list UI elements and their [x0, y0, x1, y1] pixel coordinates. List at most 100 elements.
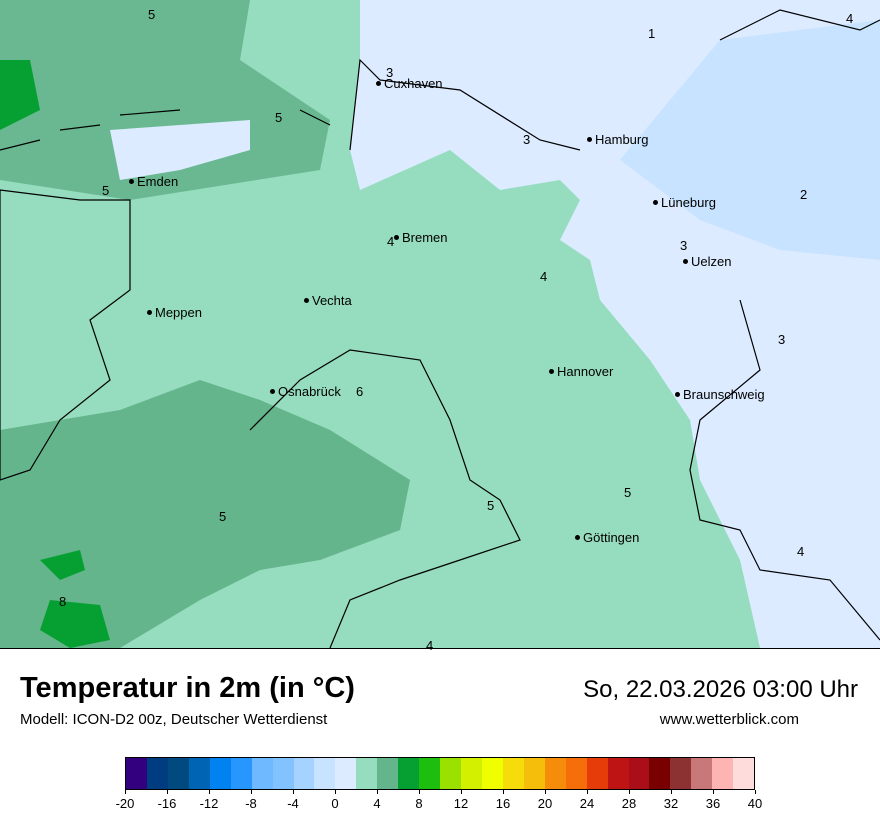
contour-label: 3: [778, 332, 786, 347]
contour-label: 3: [386, 65, 394, 80]
contour-label: 4: [846, 11, 854, 26]
colorbar-swatch: [146, 758, 168, 789]
city-vechta: Vechta: [304, 293, 352, 308]
colorbar-swatch: [649, 758, 671, 789]
contour-label: 6: [356, 384, 364, 399]
colorbar-swatch: [209, 758, 231, 789]
map-fill: [0, 0, 880, 648]
colorbar-tick-mark: [713, 790, 714, 794]
contour-label: 4: [426, 638, 434, 653]
city-label: Osnabrück: [278, 384, 341, 399]
contour-label: 5: [148, 7, 156, 22]
colorbar-tick-label: 28: [621, 796, 637, 811]
city-marker-icon: [270, 389, 275, 394]
city-label: Vechta: [312, 293, 352, 308]
colorbar-swatch: [481, 758, 503, 789]
colorbar-tick-label: -16: [157, 796, 177, 811]
city-marker-icon: [304, 298, 309, 303]
colorbar-swatch: [691, 758, 713, 789]
temperature-map: Cuxhaven Hamburg Emden Lüneburg Bremen U…: [0, 0, 880, 653]
city-braunschweig: Braunschweig: [675, 387, 765, 402]
colorbar-tick-mark: [503, 790, 504, 794]
colorbar-tick-mark: [461, 790, 462, 794]
colorbar-tick-mark: [167, 790, 168, 794]
colorbar-swatch: [293, 758, 315, 789]
city-goettingen: Göttingen: [575, 530, 639, 545]
colorbar-tick-mark: [251, 790, 252, 794]
contour-label: 5: [624, 485, 632, 500]
colorbar-tick-mark: [377, 790, 378, 794]
city-marker-icon: [683, 259, 688, 264]
city-cuxhaven: Cuxhaven: [376, 76, 443, 91]
contour-label: 5: [219, 509, 227, 524]
colorbar-tick-label: 0: [331, 796, 339, 811]
colorbar-tick-label: 16: [495, 796, 511, 811]
colorbar-swatch: [502, 758, 524, 789]
forecast-datetime: So, 22.03.2026 03:00 Uhr: [583, 676, 858, 703]
colorbar-swatch: [523, 758, 545, 789]
contour-label: 4: [387, 234, 395, 249]
city-emden: Emden: [129, 174, 178, 189]
colorbar-tick-mark: [755, 790, 756, 794]
city-label: Cuxhaven: [384, 76, 443, 91]
colorbar-tick-mark: [587, 790, 588, 794]
city-label: Hannover: [557, 364, 614, 379]
website-link: www.wetterblick.com: [659, 711, 799, 728]
city-hamburg: Hamburg: [587, 132, 648, 147]
contour-label: 5: [275, 110, 283, 125]
city-label: Emden: [137, 174, 179, 189]
colorbar-tick-label: -12: [199, 796, 219, 811]
colorbar-tick-mark: [209, 790, 210, 794]
colorbar-tick-label: -4: [287, 796, 299, 811]
contour-label: 4: [797, 544, 805, 559]
colorbar-swatch: [398, 758, 420, 789]
colorbar-swatch: [544, 758, 566, 789]
colorbar-swatch: [188, 758, 210, 789]
map-title: Temperatur in 2m (in °C): [20, 672, 355, 704]
contour-label: 1: [648, 26, 656, 41]
contour-label: 4: [540, 269, 548, 284]
model-info: Modell: ICON-D2 00z, Deutscher Wetterdie…: [20, 711, 328, 728]
city-bremen: Bremen: [394, 230, 448, 245]
colorbar-swatch: [733, 758, 755, 789]
city-marker-icon: [653, 200, 658, 205]
colorbar: [125, 757, 755, 790]
city-label: Göttingen: [583, 530, 640, 545]
colorbar-swatch: [712, 758, 734, 789]
colorbar-tick-label: 4: [373, 796, 381, 811]
colorbar-tick-label: -8: [245, 796, 257, 811]
city-hannover: Hannover: [549, 364, 613, 379]
colorbar-swatch: [126, 758, 147, 789]
colorbar-tick-label: 40: [747, 796, 763, 811]
colorbar-swatch: [335, 758, 357, 789]
city-label: Meppen: [155, 305, 202, 320]
contour-label: 2: [800, 187, 808, 202]
city-uelzen: Uelzen: [683, 254, 731, 269]
city-label: Lüneburg: [661, 195, 716, 210]
colorbar-swatch: [314, 758, 336, 789]
colorbar-swatch: [586, 758, 608, 789]
city-lueneburg: Lüneburg: [653, 195, 716, 210]
colorbar-swatch: [440, 758, 461, 789]
city-marker-icon: [675, 392, 680, 397]
colorbar-swatch: [230, 758, 252, 789]
colorbar-swatch: [607, 758, 629, 789]
contour-label: 8: [59, 594, 67, 609]
colorbar-swatch: [419, 758, 441, 789]
colorbar-swatch: [356, 758, 378, 789]
city-marker-icon: [394, 235, 399, 240]
colorbar-swatch: [565, 758, 587, 789]
city-marker-icon: [129, 179, 134, 184]
colorbar-tick-mark: [419, 790, 420, 794]
colorbar-swatch: [377, 758, 399, 789]
colorbar-swatch: [670, 758, 692, 789]
colorbar-tick-mark: [293, 790, 294, 794]
colorbar-swatch: [461, 758, 482, 789]
city-label: Hamburg: [595, 132, 649, 147]
city-label: Braunschweig: [683, 387, 765, 402]
city-osnabrueck: Osnabrück: [270, 384, 341, 399]
colorbar-tick-mark: [629, 790, 630, 794]
city-marker-icon: [575, 535, 580, 540]
colorbar-tick-label: 32: [663, 796, 679, 811]
colorbar-tick-mark: [335, 790, 336, 794]
